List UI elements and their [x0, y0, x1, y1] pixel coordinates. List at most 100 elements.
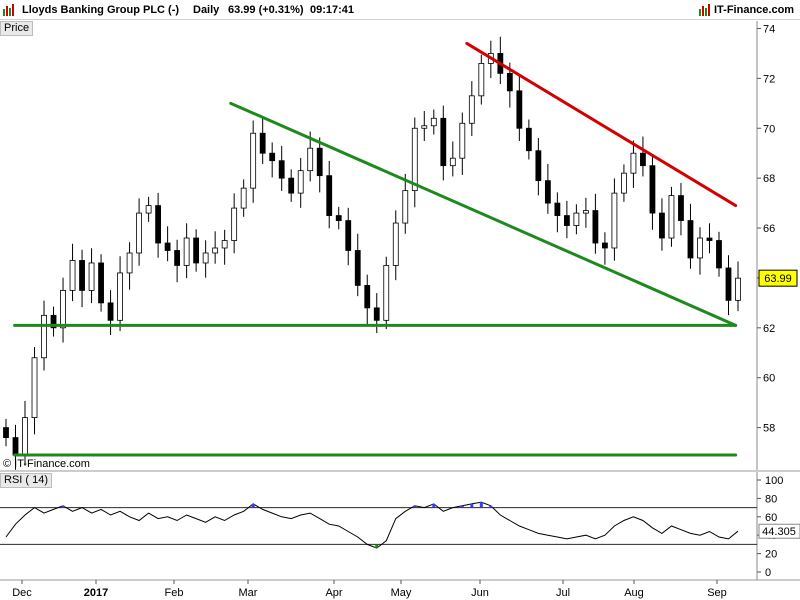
time-tick-label: Sep — [707, 587, 727, 599]
candle-body — [554, 202, 561, 216]
candle-body — [107, 302, 114, 321]
candle-body — [544, 180, 551, 204]
candle-body — [316, 147, 323, 177]
candle-body — [202, 252, 209, 264]
candle — [364, 274, 371, 325]
quote-time: 09:17:41 — [310, 4, 355, 16]
candle — [326, 160, 333, 229]
rsi-tick-label: 20 — [765, 549, 777, 561]
candle — [107, 290, 114, 336]
candle — [174, 239, 181, 283]
price-tick-label: 62 — [763, 323, 775, 335]
candle-body — [687, 220, 694, 259]
candle — [164, 226, 171, 262]
candle-body — [212, 247, 219, 254]
candle — [50, 306, 57, 337]
last-price-change: 63.99 (+0.31%) — [228, 4, 304, 16]
candle-body — [678, 195, 684, 221]
time-tick-label: Feb — [165, 587, 184, 599]
candle — [402, 173, 409, 234]
candle-body — [640, 152, 646, 167]
candle — [288, 169, 295, 202]
candle-body — [136, 212, 142, 254]
candle-body — [602, 242, 608, 249]
candle — [392, 210, 399, 281]
candle-body — [535, 150, 542, 182]
candle — [411, 117, 418, 208]
candle — [706, 223, 713, 254]
candle-body — [41, 314, 47, 359]
candle-body — [392, 222, 399, 266]
trend-line — [465, 41, 738, 208]
candle-body — [402, 190, 409, 224]
candle-body — [307, 147, 314, 172]
candle-body — [326, 175, 333, 216]
rsi-last-marker — [758, 523, 800, 539]
candle-body — [278, 160, 285, 179]
price-tick-label: 74 — [763, 23, 775, 35]
candle-body — [725, 267, 732, 301]
candle-body — [174, 250, 181, 266]
candle — [98, 254, 104, 312]
candle-body — [183, 237, 190, 266]
candle-body — [621, 172, 627, 194]
candle-body — [373, 307, 380, 321]
candle-body — [411, 127, 418, 192]
candle — [563, 200, 570, 239]
candle-body — [716, 240, 722, 269]
candle — [468, 81, 475, 136]
candle-body — [335, 215, 342, 221]
candle — [697, 227, 703, 275]
price-tick-label: 66 — [763, 223, 775, 235]
candle-body — [706, 237, 713, 241]
candle — [297, 157, 304, 208]
candle-body — [611, 192, 618, 249]
candle-body — [88, 262, 95, 291]
rsi-tick-label: 80 — [765, 493, 777, 505]
candle — [345, 207, 352, 266]
candle — [60, 277, 66, 343]
candle — [659, 198, 665, 251]
candle — [649, 154, 656, 230]
chart-period: Daily — [193, 4, 220, 16]
candle — [535, 137, 542, 196]
time-tick-label: 2017 — [84, 587, 108, 599]
price-tick-label: 58 — [763, 423, 775, 435]
candle-body — [240, 187, 247, 209]
candle-body — [231, 207, 238, 241]
instrument-name: Lloyds Banking Group PLC (-) — [22, 4, 180, 16]
candle-body — [440, 117, 447, 167]
time-tick-label: Jun — [471, 587, 489, 599]
candle-body — [269, 152, 276, 162]
candle — [516, 76, 523, 141]
price-tick-label: 72 — [763, 73, 775, 85]
candle — [193, 229, 200, 272]
candle — [602, 232, 608, 265]
it-finance-brand-icon — [699, 4, 710, 16]
price-panel-bg — [0, 21, 800, 470]
candle-body — [459, 122, 466, 159]
candle — [335, 206, 342, 230]
candle — [155, 192, 162, 258]
candle — [3, 418, 9, 447]
time-tick-label: May — [391, 587, 412, 599]
candle-body — [345, 220, 352, 251]
candle — [183, 223, 190, 279]
time-tick-label: Aug — [624, 587, 644, 599]
candle — [126, 242, 133, 290]
candle — [79, 249, 85, 308]
candle-body — [288, 177, 295, 194]
candle-body — [573, 212, 580, 226]
candle-body — [582, 210, 589, 214]
candle-body — [164, 242, 171, 251]
candle — [88, 248, 95, 304]
candle-body — [126, 252, 133, 274]
candle — [117, 256, 123, 332]
rsi-line — [5, 501, 739, 549]
candle — [250, 120, 257, 203]
candle-body — [297, 170, 304, 194]
candle — [573, 204, 580, 235]
candle-body — [468, 95, 475, 124]
candle-body — [193, 237, 200, 264]
candle — [269, 142, 276, 178]
